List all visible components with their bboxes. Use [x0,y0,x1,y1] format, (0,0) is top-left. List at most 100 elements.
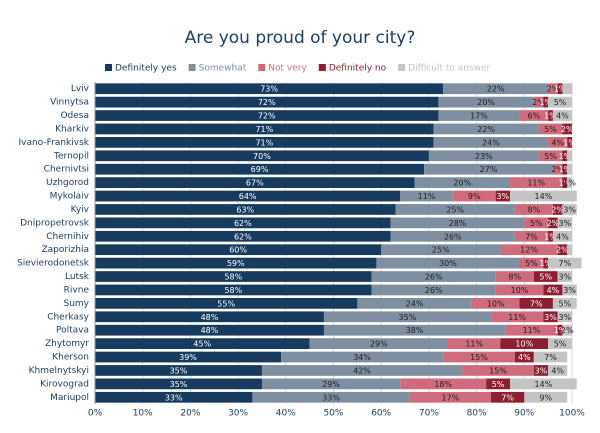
bar-segment [433,137,549,148]
bar-segment [400,378,487,390]
data-label: 35% [399,313,417,322]
data-label: 59% [227,259,245,268]
data-label: 33% [322,393,340,402]
data-label: 7% [525,232,538,241]
bar-segment [95,271,372,282]
bar-segment [95,338,310,349]
data-label: 2% [532,98,545,107]
data-label: 71% [255,138,273,147]
bar-segment [514,204,553,215]
bar-segment [552,163,563,175]
bar-segment [562,123,572,135]
bar-segment [567,163,572,175]
data-label: 39% [179,353,197,362]
legend-label: Somewhat [199,64,247,74]
data-label: 24% [482,138,500,147]
data-label: 10% [487,299,505,308]
data-label: 3% [535,366,548,375]
y-tick-label: Dnipropetrovsk [20,218,90,228]
bar-segment [548,338,572,349]
data-label: 5% [554,98,567,107]
y-tick-label: Sumy [63,299,89,309]
bar-segment [309,338,448,349]
data-label: 26% [425,273,443,282]
bar-segment [567,244,572,256]
bar-segment [519,298,553,309]
data-label: 10% [511,286,529,295]
data-label: 58% [224,286,242,295]
data-label: 34% [353,353,371,362]
legend-swatch [105,64,112,71]
x-tick-label: 50% [323,409,343,419]
y-tick-label: Lviv [71,84,90,94]
y-tick-label: Zhytomyr [45,339,89,349]
data-label: 20% [453,179,471,188]
data-label: 26% [425,286,443,295]
data-label: 15% [489,366,507,375]
bar-segment [533,96,544,108]
bar-segment [395,204,515,215]
data-label: 1% [563,138,576,147]
bar-segment [548,110,553,121]
data-label: 29% [370,340,388,349]
data-label: 2% [551,165,564,174]
data-label: 17% [441,393,459,402]
y-tick-label: Odesa [60,111,89,121]
y-tick-label: Kharkiv [55,124,90,134]
bar-segment [428,150,539,162]
bar-segment [409,391,491,403]
bar-segment [562,284,577,296]
bar-segment [390,230,515,242]
data-label: 1% [554,85,567,94]
bar-segment [524,217,549,229]
data-label: 71% [255,125,273,134]
legend-swatch [258,64,266,71]
legend-swatch [188,64,196,71]
bar-segment [452,190,496,202]
data-label: 67% [246,179,264,188]
bar-segment [323,324,506,336]
bar-segment [261,365,463,376]
data-label: 17% [470,112,488,121]
bar-segment [95,365,262,376]
data-label: 2% [561,125,574,134]
data-label: 28% [449,219,467,228]
x-tick-label: 60% [371,409,391,419]
bar-segment [500,338,549,349]
x-tick-label: 20% [180,409,200,419]
y-tick-label: Ternopil [53,151,89,161]
data-label: 6% [527,112,540,121]
bar-segment [447,338,501,349]
y-tick-label: Ivano-Frankivsk [18,138,89,148]
chart-title: Are you proud of your city? [185,28,416,48]
bar-segment [562,177,568,188]
data-label: 11% [508,313,526,322]
data-label: 45% [193,340,211,349]
bar-segment [371,284,496,296]
data-label: 1% [539,259,552,268]
bar-segment [95,230,391,242]
bar-segment [562,163,568,175]
bar-segment [95,204,396,215]
bar-segment [438,110,520,121]
bar-segment [400,190,453,202]
data-label: 3% [563,205,576,214]
data-label: 1% [558,165,571,174]
x-tick-label: 100% [559,409,585,419]
bar-segment [462,365,534,376]
x-tick-label: 0% [88,409,103,419]
data-label: 11% [527,179,545,188]
y-tick-label: Kirovograd [40,379,89,389]
data-label: 63% [236,205,254,214]
data-label: 55% [217,299,235,308]
x-tick-label: 40% [276,409,296,419]
bar-segment [95,391,253,403]
y-tick-label: Cherkasy [47,312,89,322]
data-label: 2% [547,219,560,228]
data-label: 5% [558,299,571,308]
y-tick-label: Uzhgorod [46,178,89,188]
bar-segment [95,217,391,229]
x-tick-label: 10% [133,409,153,419]
bar-segment [552,298,577,309]
